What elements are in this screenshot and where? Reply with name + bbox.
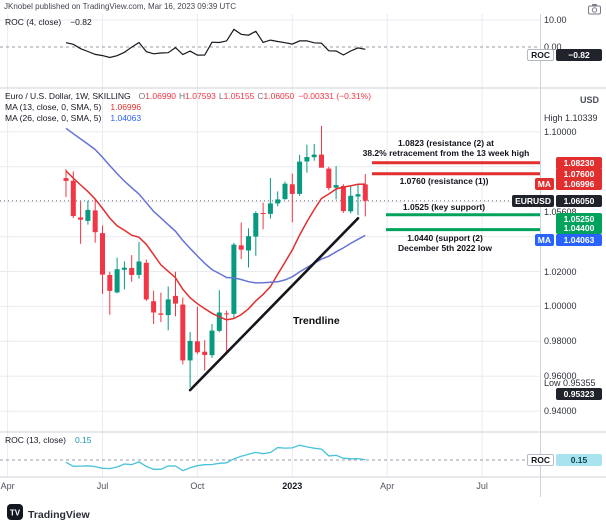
quote-currency-label: USD bbox=[579, 95, 599, 105]
ohlc-low-value: 1.05155 bbox=[223, 91, 255, 101]
roc13-legend[interactable]: ROC (13, close) 0.15 bbox=[5, 435, 91, 446]
ohlc-high-label: H bbox=[179, 91, 186, 101]
high-label: High 1.10339 bbox=[544, 113, 598, 123]
tradingview-logo-icon[interactable]: TV bbox=[7, 504, 23, 525]
roc13-legend-value: 0.15 bbox=[74, 435, 92, 445]
ohlc-close-label: C bbox=[257, 91, 264, 101]
change-value: −0.00331 (−0.31%) bbox=[298, 91, 372, 101]
support-2-price-badge-value: 1.04400 bbox=[556, 221, 602, 234]
last-price-badge: EURUSD 1.06050 bbox=[512, 194, 602, 207]
time-axis-label: Oct bbox=[190, 481, 205, 491]
publish-header: JKnobel published on TradingView.com, Ma… bbox=[0, 0, 606, 15]
roc13-value-badge: ROC 0.15 bbox=[527, 453, 602, 466]
annotation-support-2-line2: December 5th 2022 low bbox=[397, 243, 492, 253]
roc4-legend[interactable]: ROC (4, close) −0.82 bbox=[5, 17, 92, 28]
low-price-badge: 0.95323 bbox=[556, 388, 602, 400]
roc13-value-badge-label: ROC bbox=[527, 453, 554, 466]
price-axis-label: 1.02000 bbox=[544, 266, 577, 277]
time-axis-label: Apr bbox=[0, 481, 15, 491]
price-axis-label: 0.98000 bbox=[544, 336, 577, 347]
annotation-support-1[interactable]: 1.0525 (key support) bbox=[402, 202, 486, 212]
ma-slow-value: 1.04063 bbox=[110, 113, 142, 123]
svg-text:TV: TV bbox=[10, 509, 21, 518]
last-price-badge-value: 1.06050 bbox=[556, 194, 602, 207]
ma-slow-title: MA (26, close, 0, SMA, 5) bbox=[5, 113, 102, 123]
ma-fast-price-badge-value: 1.06996 bbox=[556, 178, 602, 191]
ohlc-close-value: 1.06050 bbox=[263, 91, 295, 101]
price-axis-label: 1.00000 bbox=[544, 301, 577, 312]
price-axis-label: 0.94000 bbox=[544, 406, 577, 417]
symbol-legend[interactable]: Euro / U.S. Dollar, 1W, SKILLING O1.06990… bbox=[5, 91, 371, 124]
price-axis-label: 1.10000 bbox=[544, 126, 577, 137]
time-axis[interactable]: Apr Jul Oct 2023 Apr Jul bbox=[0, 477, 540, 497]
ohlc-low-label: L bbox=[218, 91, 224, 101]
resistance-2-price-badge: 1.08230 bbox=[556, 156, 602, 169]
ma-fast-value: 1.06996 bbox=[110, 102, 142, 112]
symbol-title: Euro / U.S. Dollar, 1W, SKILLING bbox=[5, 91, 131, 101]
time-axis-label: Apr bbox=[380, 481, 395, 491]
ma-slow-price-badge-value: 1.04063 bbox=[556, 233, 602, 246]
ohlc-open-value: 1.06990 bbox=[145, 91, 177, 101]
roc-axis-label: 10.00 bbox=[544, 15, 567, 25]
tradingview-logo-text[interactable]: TradingView bbox=[28, 508, 90, 521]
price-scale[interactable]: High 1.10339 1.10000 1.08230 1.07600 MA 1.069… bbox=[512, 0, 606, 497]
roc13-value-badge-value: 0.15 bbox=[556, 453, 602, 466]
annotation-support-2-line1: 1.0440 (support (2) bbox=[407, 233, 483, 243]
camera-icon[interactable] bbox=[588, 2, 601, 20]
low-label: Low 0.95355 bbox=[544, 378, 596, 389]
roc-axis-label: 0.00 bbox=[544, 42, 562, 52]
annotation-resistance-2-line2: 38.2% retracement from the 13 week high bbox=[362, 148, 530, 158]
ma-fast-price-badge: MA 1.06996 bbox=[534, 178, 602, 191]
annotation-resistance-1[interactable]: 1.0760 (resistance (1)) bbox=[399, 176, 489, 186]
resistance-1-price-badge-value: 1.07600 bbox=[556, 167, 602, 180]
ma-slow-price-badge-label: MA bbox=[534, 233, 554, 246]
roc4-value-badge-value: −0.82 bbox=[556, 49, 602, 62]
roc4-value-badge: ROC −0.82 bbox=[527, 49, 602, 62]
roc4-legend-value: −0.82 bbox=[70, 17, 92, 27]
ma-fast-price-badge-label: MA bbox=[534, 178, 554, 191]
time-axis-label: 2023 bbox=[282, 481, 303, 491]
annotation-resistance-2[interactable]: 1.0823 (resistance (2) at 38.2% retracem… bbox=[348, 138, 544, 158]
price-level-label: 1.05608 bbox=[544, 206, 577, 217]
ma-fast-legend[interactable]: MA (13, close, 0, SMA, 5) 1.06996 bbox=[5, 102, 371, 113]
price-axis-label: 0.96000 bbox=[544, 371, 577, 382]
annotation-resistance-2-line1: 1.0823 (resistance (2) at bbox=[398, 138, 494, 148]
ma-slow-price-badge: MA 1.04063 bbox=[534, 233, 602, 246]
ma-slow-legend[interactable]: MA (26, close, 0, SMA, 5) 1.04063 bbox=[5, 113, 371, 124]
ohlc-high-value: 1.07593 bbox=[185, 91, 216, 101]
annotation-support-2[interactable]: 1.0440 (support (2) December 5th 2022 lo… bbox=[352, 233, 538, 253]
trendline-label[interactable]: Trendline bbox=[293, 315, 340, 327]
ma-fast-title: MA (13, close, 0, SMA, 5) bbox=[5, 102, 102, 112]
resistance-1-price-badge: 1.07600 bbox=[556, 167, 602, 180]
published-attribution: JKnobel published on TradingView.com, Ma… bbox=[4, 2, 236, 11]
last-price-badge-label: EURUSD bbox=[512, 194, 554, 207]
tradingview-footer: TV TradingView bbox=[7, 504, 90, 525]
roc13-legend-title: ROC (13, close) bbox=[5, 435, 66, 445]
symbol-legend-row-1: Euro / U.S. Dollar, 1W, SKILLING O1.06990… bbox=[5, 91, 371, 102]
resistance-2-price-badge-value: 1.08230 bbox=[556, 156, 602, 169]
support-2-price-badge: 1.04400 bbox=[556, 221, 602, 234]
time-axis-label: Jul bbox=[96, 481, 109, 491]
roc4-value-badge-label: ROC bbox=[527, 49, 554, 62]
time-axis-label: Jul bbox=[476, 481, 488, 491]
ohlc-open-label: O bbox=[138, 91, 146, 101]
roc4-legend-title: ROC (4, close) bbox=[5, 17, 62, 27]
low-price-badge-value: 0.95323 bbox=[556, 388, 602, 400]
